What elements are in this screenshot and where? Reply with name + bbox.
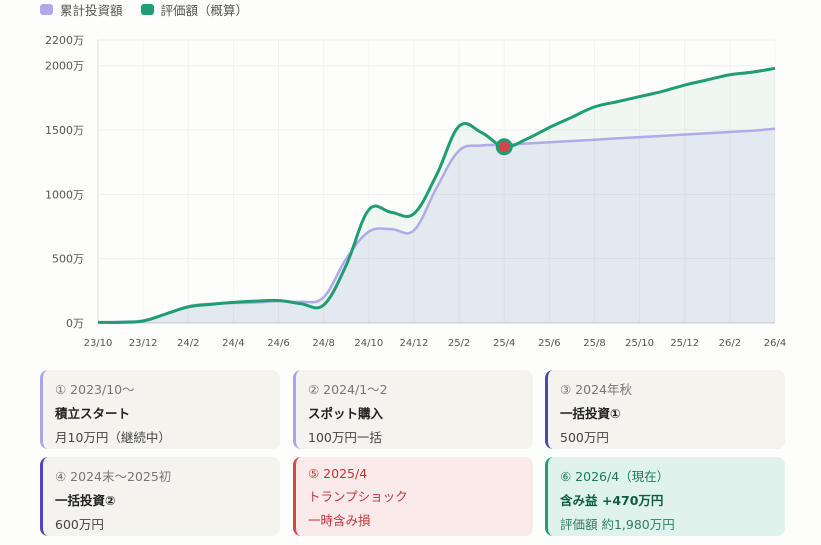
- card-date: ③ 2024年秋: [560, 382, 632, 397]
- card-title: 含み益 +470万円: [560, 493, 664, 508]
- y-tick-label: 0万: [66, 317, 84, 330]
- card-sub: 100万円一括: [308, 430, 382, 445]
- card-title: トランプショック: [308, 489, 408, 504]
- x-tick-label: 25/10: [625, 338, 654, 349]
- x-tick-label: 24/2: [177, 338, 199, 349]
- card-date: ⑥ 2026/4（現在）: [560, 469, 670, 484]
- y-tick-label: 2000万: [45, 60, 84, 73]
- x-tick-label: 25/4: [493, 338, 515, 349]
- card-sub: 評価額 約1,980万円: [560, 517, 675, 532]
- x-tick-label: 25/6: [538, 338, 560, 349]
- x-tick-label: 23/10: [84, 338, 113, 349]
- x-tick-label: 25/8: [583, 338, 605, 349]
- card-date: ④ 2024末〜2025初: [55, 469, 172, 484]
- x-tick-label: 25/2: [448, 338, 470, 349]
- x-tick-label: 24/12: [400, 338, 429, 349]
- card-sub: 一時含み損: [308, 513, 371, 528]
- x-tick-label: 25/12: [670, 338, 699, 349]
- milestone-card-5: ⑤ 2025/4 トランプショック 一時含み損: [293, 457, 533, 536]
- card-title: 一括投資②: [55, 493, 116, 508]
- y-tick-label: 2200万: [45, 34, 84, 47]
- series-area-0: [98, 128, 775, 323]
- x-tick-label: 24/8: [312, 338, 334, 349]
- x-tick-label: 24/10: [354, 338, 383, 349]
- legend-label: 累計投資額: [60, 3, 123, 18]
- milestone-card-1: ① 2023/10〜 積立スタート月10万円（継続中）: [40, 370, 280, 449]
- card-title: 一括投資①: [560, 406, 621, 421]
- card-title: スポット購入: [308, 406, 384, 421]
- series-line-valuation: [97, 66, 776, 324]
- card-date: ① 2023/10〜: [55, 382, 135, 397]
- x-tick-label: 24/6: [267, 338, 289, 349]
- card-title: 積立スタート: [55, 406, 131, 421]
- legend-swatch-valuation: [140, 4, 154, 15]
- legend-item-valuation[interactable]: 評価額（概算）: [140, 0, 249, 19]
- card-date: ⑤ 2025/4: [308, 466, 368, 481]
- y-tick-label: 1000万: [45, 188, 84, 201]
- milestone-card-2: ② 2024/1〜2 スポット購入 100万円一括: [293, 370, 533, 449]
- card-sub: 月10万円（継続中）: [55, 430, 171, 445]
- x-tick-label: 26/4: [764, 338, 786, 349]
- milestone-card-3: ③ 2024年秋 一括投資① 500万円: [545, 370, 785, 449]
- card-date: ② 2024/1〜2: [308, 382, 388, 397]
- y-tick-label: 1500万: [45, 124, 84, 137]
- card-sub: 600万円: [55, 517, 104, 532]
- milestone-card-6: ⑥ 2026/4（現在） 含み益 +470万円 評価額 約1,980万円: [545, 457, 785, 536]
- x-tick-label: 26/2: [719, 338, 741, 349]
- x-tick-label: 24/4: [222, 338, 244, 349]
- legend-label: 評価額（概算）: [160, 3, 249, 18]
- milestone-card-4: ④ 2024末〜2025初 一括投資② 600万円: [40, 457, 280, 536]
- chart-legend: 累計投資額 評価額（概算）: [40, 0, 248, 19]
- trump-shock-marker: [495, 138, 513, 156]
- legend-item-invested[interactable]: 累計投資額: [40, 0, 123, 19]
- y-tick-label: 500万: [52, 253, 84, 266]
- series-area-1: [98, 68, 775, 323]
- x-tick-label: 23/12: [129, 338, 158, 349]
- line-chart: 0万 500万 1000万 1500万 2000万 2200万 23/10 23/12 24/2…: [45, 34, 786, 349]
- card-sub: 500万円: [560, 430, 609, 445]
- legend-swatch-invested: [40, 4, 53, 15]
